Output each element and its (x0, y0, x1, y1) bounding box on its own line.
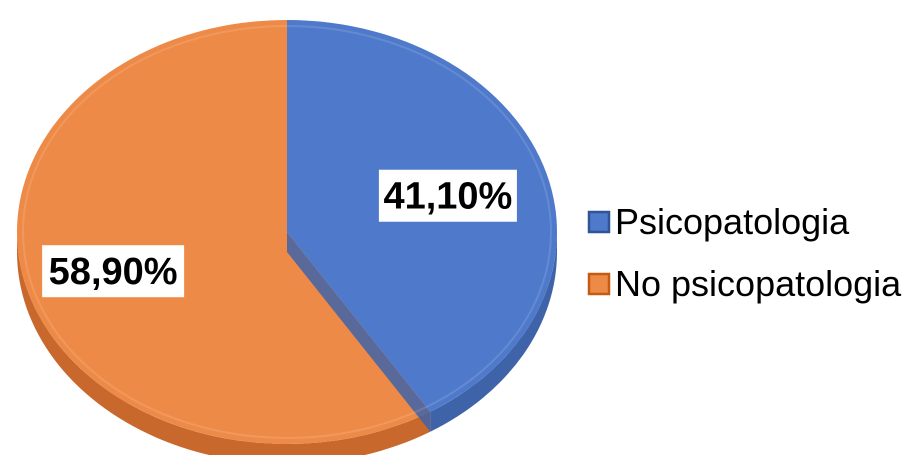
pie-slice-no-psicopatologia (17, 20, 431, 444)
legend-swatch (587, 272, 611, 296)
data-label-psicopatologia: 41,10% (376, 167, 519, 224)
slice-inner-wall (287, 232, 431, 432)
data-label-text: 58,90% (49, 251, 178, 293)
legend-label: No psicopatologia (615, 263, 902, 304)
data-label-layer: 41,10% 58,90% (40, 167, 519, 300)
data-label-box (376, 167, 519, 224)
legend-label: Psicopatologia (615, 201, 850, 242)
slice-side-no-psicopatologia (17, 232, 431, 460)
legend: Psicopatologia No psicopatologia (587, 201, 902, 304)
data-label-text: 41,10% (383, 176, 512, 218)
data-label-no-psicopatologia: 58,90% (40, 243, 187, 300)
pie-rim-highlight (22, 25, 552, 439)
slice-side-psicopatologia (430, 232, 557, 432)
data-label-box (40, 243, 187, 300)
legend-swatch (587, 210, 611, 234)
pie-layer (17, 20, 557, 460)
legend-item-no-psicopatologia: No psicopatologia (587, 263, 902, 304)
legend-item-psicopatologia: Psicopatologia (587, 201, 850, 242)
